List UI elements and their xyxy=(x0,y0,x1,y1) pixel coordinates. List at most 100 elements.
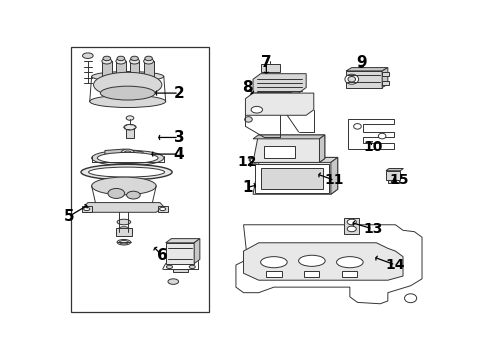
Polygon shape xyxy=(253,135,325,139)
Ellipse shape xyxy=(337,257,363,268)
Text: 14: 14 xyxy=(386,258,405,272)
Ellipse shape xyxy=(251,107,263,113)
Ellipse shape xyxy=(144,58,153,64)
Bar xyxy=(158,206,168,212)
Bar xyxy=(82,206,92,212)
Polygon shape xyxy=(331,157,338,194)
Polygon shape xyxy=(253,74,306,93)
Ellipse shape xyxy=(261,257,287,268)
Ellipse shape xyxy=(82,53,93,58)
Ellipse shape xyxy=(94,72,162,97)
Ellipse shape xyxy=(81,164,172,180)
Text: 3: 3 xyxy=(173,130,184,145)
Bar xyxy=(144,61,153,76)
Bar xyxy=(126,128,134,138)
Ellipse shape xyxy=(168,279,178,284)
Bar xyxy=(346,71,382,87)
Ellipse shape xyxy=(103,56,111,61)
Bar xyxy=(382,72,389,76)
Ellipse shape xyxy=(100,86,155,100)
Bar xyxy=(392,180,395,183)
Bar xyxy=(71,48,209,312)
Bar xyxy=(382,81,389,85)
Bar xyxy=(261,64,280,72)
Text: 1: 1 xyxy=(242,180,252,195)
Polygon shape xyxy=(84,203,164,212)
Polygon shape xyxy=(253,157,338,194)
Polygon shape xyxy=(249,158,270,168)
Text: 9: 9 xyxy=(356,55,367,70)
Ellipse shape xyxy=(92,72,164,81)
Ellipse shape xyxy=(90,95,166,108)
Ellipse shape xyxy=(126,191,140,199)
Text: 7: 7 xyxy=(261,55,271,70)
Ellipse shape xyxy=(167,265,172,269)
Ellipse shape xyxy=(378,133,386,139)
Ellipse shape xyxy=(160,207,166,211)
Polygon shape xyxy=(244,243,403,280)
Polygon shape xyxy=(386,168,403,171)
Polygon shape xyxy=(382,68,388,87)
Bar xyxy=(116,228,132,236)
Ellipse shape xyxy=(129,58,140,64)
Polygon shape xyxy=(105,149,143,156)
Polygon shape xyxy=(166,239,200,243)
Text: 4: 4 xyxy=(173,147,184,162)
Polygon shape xyxy=(245,93,314,115)
Text: 6: 6 xyxy=(156,248,167,263)
Ellipse shape xyxy=(119,227,129,231)
Ellipse shape xyxy=(126,116,134,120)
Ellipse shape xyxy=(98,152,158,163)
Bar xyxy=(396,180,399,183)
Polygon shape xyxy=(346,68,388,71)
Text: 12: 12 xyxy=(238,156,257,170)
Ellipse shape xyxy=(189,265,196,269)
Ellipse shape xyxy=(108,188,124,198)
Ellipse shape xyxy=(345,74,359,84)
Bar xyxy=(102,61,112,76)
Ellipse shape xyxy=(145,56,152,61)
Bar xyxy=(265,146,295,158)
Ellipse shape xyxy=(245,117,252,122)
Ellipse shape xyxy=(92,177,156,195)
Polygon shape xyxy=(236,225,422,304)
Ellipse shape xyxy=(117,239,131,245)
Ellipse shape xyxy=(84,207,90,211)
Ellipse shape xyxy=(89,167,165,177)
Polygon shape xyxy=(253,135,325,162)
Text: 15: 15 xyxy=(390,174,409,188)
Bar xyxy=(261,168,323,189)
Ellipse shape xyxy=(347,226,356,232)
Ellipse shape xyxy=(102,58,112,64)
Bar xyxy=(255,164,329,193)
Bar xyxy=(344,218,359,234)
Ellipse shape xyxy=(121,149,135,157)
Polygon shape xyxy=(348,120,393,149)
Ellipse shape xyxy=(116,58,126,64)
Text: 13: 13 xyxy=(363,222,382,236)
Bar xyxy=(388,180,391,183)
Bar xyxy=(257,92,291,103)
Ellipse shape xyxy=(250,158,260,163)
Ellipse shape xyxy=(117,219,131,225)
Polygon shape xyxy=(253,157,338,162)
Bar xyxy=(342,271,358,276)
Bar xyxy=(304,271,319,276)
Polygon shape xyxy=(194,239,200,264)
Bar xyxy=(116,61,126,76)
Ellipse shape xyxy=(124,151,131,156)
Ellipse shape xyxy=(348,76,356,82)
Text: 10: 10 xyxy=(363,140,382,154)
Ellipse shape xyxy=(117,56,124,61)
Ellipse shape xyxy=(120,240,128,244)
Bar xyxy=(386,171,400,180)
Ellipse shape xyxy=(92,150,164,166)
Ellipse shape xyxy=(131,56,138,61)
Polygon shape xyxy=(319,135,325,162)
Ellipse shape xyxy=(405,294,416,303)
Bar xyxy=(129,61,140,76)
Ellipse shape xyxy=(298,255,325,266)
Bar xyxy=(166,243,194,264)
Ellipse shape xyxy=(354,123,361,129)
Ellipse shape xyxy=(347,219,356,225)
